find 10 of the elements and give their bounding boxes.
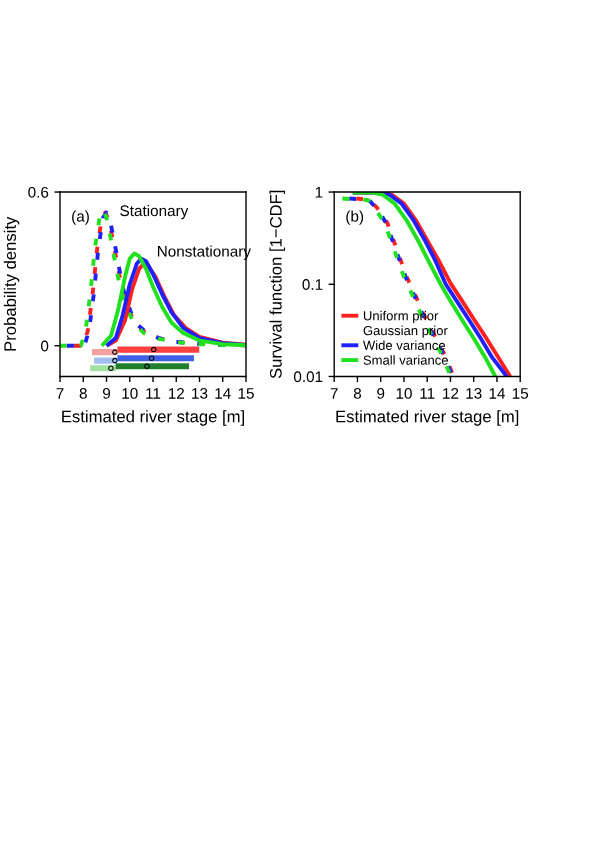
point [108, 365, 114, 372]
y-axis-title: Probability density [3, 216, 20, 351]
point [112, 357, 118, 364]
y-axis-title: Survival function [1−CDF] [269, 190, 286, 379]
x-axis-title: Estimated river stage [m] [336, 410, 519, 426]
point [148, 355, 155, 362]
x-axis-title: Estimated river stage [m] [62, 410, 244, 426]
point [144, 363, 150, 370]
point [112, 349, 118, 355]
point [150, 346, 157, 353]
